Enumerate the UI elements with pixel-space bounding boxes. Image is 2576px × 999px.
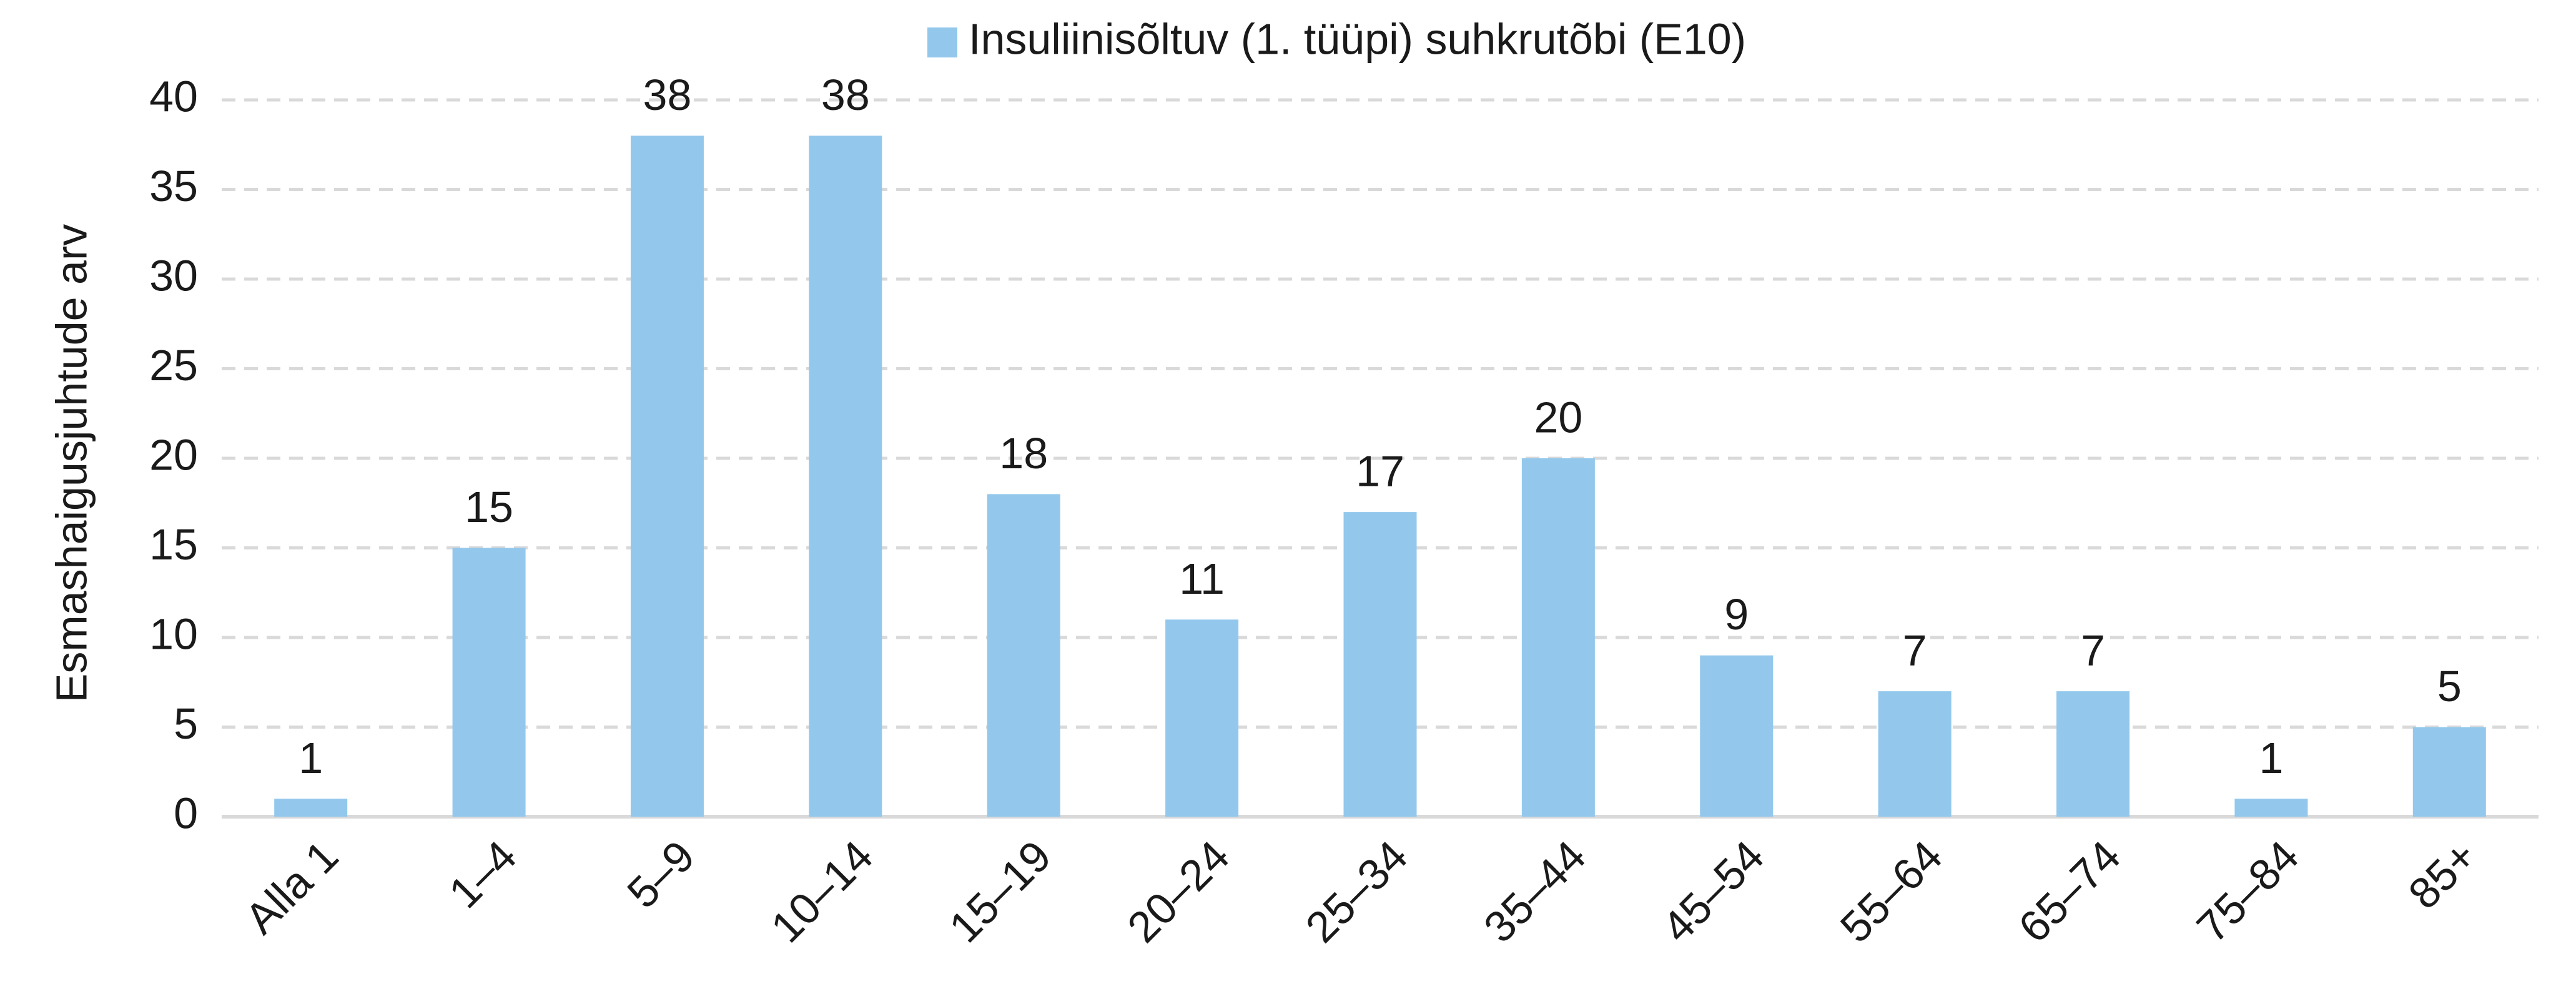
data-label: 11 — [1179, 554, 1225, 603]
bar — [1343, 512, 1417, 817]
bar — [452, 548, 526, 817]
x-tick-label: 85+ — [2399, 832, 2486, 918]
x-tick-label: 65–74 — [2009, 832, 2129, 952]
data-label: 38 — [821, 71, 870, 119]
x-tick-label: 45–54 — [1653, 832, 1774, 952]
data-label: 1 — [299, 734, 323, 782]
x-tick-label: 75–84 — [2188, 832, 2308, 952]
legend-swatch — [927, 27, 957, 57]
data-label: 9 — [1724, 590, 1749, 639]
data-label: 17 — [1356, 447, 1404, 496]
y-tick-label: 20 — [149, 430, 198, 479]
x-tick-label: 20–24 — [1118, 832, 1238, 952]
data-label: 15 — [465, 483, 513, 531]
data-label: 20 — [1534, 393, 1582, 441]
bar — [274, 799, 348, 817]
bar — [2234, 799, 2308, 817]
data-label: 18 — [999, 429, 1048, 478]
bar — [1165, 619, 1239, 817]
y-axis-title: Esmashaigusjuhtude arv — [47, 224, 96, 703]
bar — [1521, 458, 1595, 817]
data-label: 5 — [2437, 662, 2462, 711]
y-tick-label: 15 — [149, 520, 198, 569]
data-label: 7 — [2081, 626, 2105, 675]
bar — [630, 135, 704, 817]
bar — [987, 494, 1060, 817]
x-tick-label: 35–44 — [1474, 832, 1595, 952]
legend-label: Insuliinisõltuv (1. tüüpi) suhkrutõbi (E… — [969, 14, 1746, 63]
y-tick-label: 5 — [174, 699, 198, 748]
x-tick-label: 55–64 — [1831, 832, 1952, 952]
x-tick-label: 10–14 — [762, 832, 882, 952]
x-tick-label: 15–19 — [940, 832, 1060, 952]
data-label: 7 — [1903, 626, 1927, 675]
y-tick-label: 30 — [149, 251, 198, 300]
data-label: 1 — [2259, 734, 2283, 782]
y-tick-label: 0 — [174, 789, 198, 837]
x-tick-label: 1–4 — [440, 832, 526, 918]
x-tick-label: 25–34 — [1296, 832, 1417, 952]
bar — [2056, 691, 2130, 817]
y-tick-label: 10 — [149, 609, 198, 658]
y-tick-label: 35 — [149, 162, 198, 210]
y-tick-label: 25 — [149, 341, 198, 390]
bar — [1878, 691, 1952, 817]
y-tick-label: 40 — [149, 72, 198, 121]
x-tick-label: 5–9 — [618, 832, 704, 918]
bar — [2412, 727, 2486, 817]
data-label: 38 — [643, 71, 692, 119]
bar — [809, 135, 882, 817]
x-tick-label: Alla 1 — [235, 832, 347, 943]
bar — [1700, 655, 1774, 817]
